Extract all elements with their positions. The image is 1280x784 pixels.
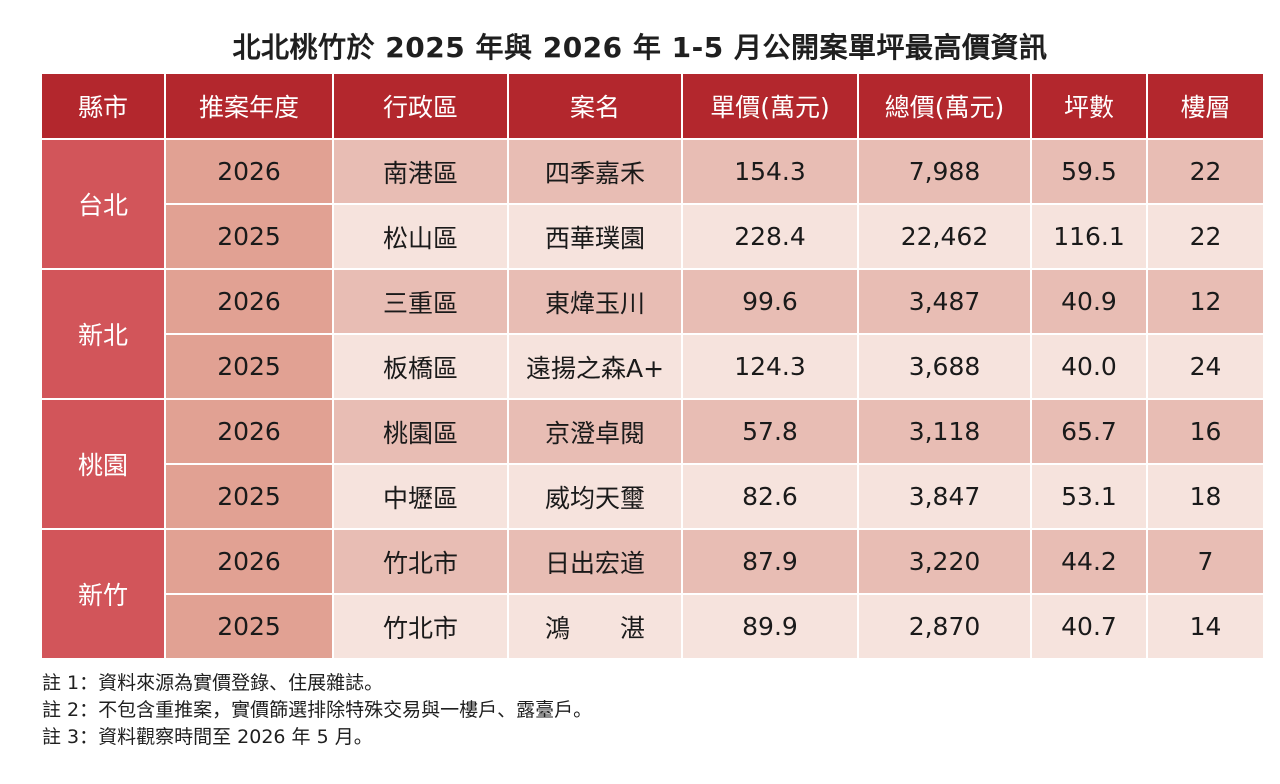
unit-price-cell: 124.3 — [681, 333, 859, 400]
project-name-cell: 威均天璽 — [507, 463, 683, 530]
project-name-cell: 西華璞園 — [507, 203, 683, 270]
district-cell: 南港區 — [332, 138, 509, 205]
header-year: 推案年度 — [164, 72, 334, 140]
floor-cell: 24 — [1146, 333, 1265, 400]
unit-price-cell: 228.4 — [681, 203, 859, 270]
ping-cell: 65.7 — [1030, 398, 1148, 465]
header-district: 行政區 — [332, 72, 509, 140]
footnote-1: 註 1：資料來源為實價登錄、住展雜誌。 — [42, 672, 384, 694]
header-floor: 樓層 — [1146, 72, 1265, 140]
footnotes: 註 1：資料來源為實價登錄、住展雜誌。 註 2：不包含重推案，實價篩選排除特殊交… — [42, 670, 592, 751]
district-cell: 桃園區 — [332, 398, 509, 465]
project-name-cell: 四季嘉禾 — [507, 138, 683, 205]
header-total-price: 總價(萬元) — [857, 72, 1032, 140]
project-name-cell: 京澄卓閱 — [507, 398, 683, 465]
total-price-cell: 7,988 — [857, 138, 1032, 205]
ping-cell: 59.5 — [1030, 138, 1148, 205]
year-cell: 2025 — [164, 203, 334, 270]
district-cell: 竹北市 — [332, 593, 509, 660]
unit-price-cell: 99.6 — [681, 268, 859, 335]
floor-cell: 16 — [1146, 398, 1265, 465]
total-price-cell: 3,118 — [857, 398, 1032, 465]
year-cell: 2025 — [164, 593, 334, 660]
unit-price-cell: 154.3 — [681, 138, 859, 205]
floor-cell: 14 — [1146, 593, 1265, 660]
district-cell: 板橋區 — [332, 333, 509, 400]
year-cell: 2025 — [164, 463, 334, 530]
project-name-cell: 鴻 湛 — [507, 593, 683, 660]
county-cell: 新北 — [40, 268, 166, 400]
total-price-cell: 3,220 — [857, 528, 1032, 595]
year-cell: 2026 — [164, 138, 334, 205]
table-row: 新北 2026 三重區 東煒玉川 99.6 3,487 40.9 12 — [40, 268, 1265, 400]
table-row: 台北 2026 南港區 四季嘉禾 154.3 7,988 59.5 22 — [40, 138, 1265, 270]
ping-cell: 40.7 — [1030, 593, 1148, 660]
total-price-cell: 3,688 — [857, 333, 1032, 400]
ping-cell: 40.9 — [1030, 268, 1148, 335]
price-table: 縣市 推案年度 行政區 案名 單價(萬元) 總價(萬元) 坪數 樓層 台北 20… — [40, 72, 1265, 660]
table-title: 北北桃竹於 2025 年與 2026 年 1-5 月公開案單坪最高價資訊 — [232, 31, 1048, 64]
header-ping: 坪數 — [1030, 72, 1148, 140]
county-cell: 新竹 — [40, 528, 166, 660]
ping-cell: 40.0 — [1030, 333, 1148, 400]
floor-cell: 12 — [1146, 268, 1265, 335]
table-row: 2025 中壢區 威均天璽 82.6 3,847 53.1 18 — [41, 463, 1265, 530]
district-cell: 三重區 — [332, 268, 509, 335]
ping-cell: 53.1 — [1030, 463, 1148, 530]
table-row: 2025 竹北市 鴻 湛 89.9 2,870 40.7 14 — [41, 593, 1265, 660]
project-name-cell: 日出宏道 — [507, 528, 683, 595]
year-cell: 2025 — [164, 333, 334, 400]
year-cell: 2026 — [164, 528, 334, 595]
ping-cell: 44.2 — [1030, 528, 1148, 595]
table-row: 桃園 2026 桃園區 京澄卓閱 57.8 3,118 65.7 16 — [40, 398, 1265, 530]
header-county: 縣市 — [40, 72, 166, 140]
district-cell: 竹北市 — [332, 528, 509, 595]
year-cell: 2026 — [164, 268, 334, 335]
district-cell: 松山區 — [332, 203, 509, 270]
floor-cell: 18 — [1146, 463, 1265, 530]
project-name-cell: 遠揚之森A+ — [507, 333, 683, 400]
total-price-cell: 2,870 — [857, 593, 1032, 660]
footnote-3: 註 3：資料觀察時間至 2026 年 5 月。 — [42, 726, 373, 748]
floor-cell: 7 — [1146, 528, 1265, 595]
header-unit-price: 單價(萬元) — [681, 72, 859, 140]
unit-price-cell: 87.9 — [681, 528, 859, 595]
unit-price-cell: 89.9 — [681, 593, 859, 660]
total-price-cell: 3,847 — [857, 463, 1032, 530]
year-cell: 2026 — [164, 398, 334, 465]
project-name-cell: 東煒玉川 — [507, 268, 683, 335]
ping-cell: 116.1 — [1030, 203, 1148, 270]
table-row: 2025 板橋區 遠揚之森A+ 124.3 3,688 40.0 24 — [41, 333, 1265, 400]
floor-cell: 22 — [1146, 138, 1265, 205]
table-row: 新竹 2026 竹北市 日出宏道 87.9 3,220 44.2 7 — [40, 528, 1265, 660]
total-price-cell: 3,487 — [857, 268, 1032, 335]
header-project-name: 案名 — [507, 72, 683, 140]
county-cell: 台北 — [40, 138, 166, 270]
district-cell: 中壢區 — [332, 463, 509, 530]
header-row: 縣市 推案年度 行政區 案名 單價(萬元) 總價(萬元) 坪數 樓層 — [40, 72, 1265, 140]
total-price-cell: 22,462 — [857, 203, 1032, 270]
table-row: 2025 松山區 西華璞園 228.4 22,462 116.1 22 — [41, 203, 1265, 270]
county-cell: 桃園 — [40, 398, 166, 530]
unit-price-cell: 57.8 — [681, 398, 859, 465]
footnote-2: 註 2：不包含重推案，實價篩選排除特殊交易與一樓戶、露臺戶。 — [42, 699, 593, 721]
floor-cell: 22 — [1146, 203, 1265, 270]
unit-price-cell: 82.6 — [681, 463, 859, 530]
